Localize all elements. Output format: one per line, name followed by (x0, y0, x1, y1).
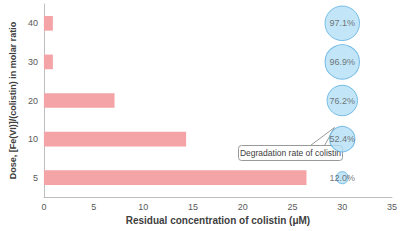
svg-text:10: 10 (138, 202, 148, 212)
svg-text:0: 0 (41, 202, 46, 212)
svg-text:30: 30 (28, 57, 38, 67)
svg-text:20: 20 (238, 202, 248, 212)
svg-text:Residual concentration of coli: Residual concentration of colistin (μM) (126, 215, 310, 226)
svg-text:12.0%: 12.0% (330, 173, 356, 183)
svg-text:20: 20 (28, 96, 38, 106)
svg-text:52.4%: 52.4% (330, 134, 356, 144)
svg-text:96.9%: 96.9% (330, 57, 356, 67)
svg-text:76.2%: 76.2% (330, 96, 356, 106)
svg-text:Degradation rate of colistin: Degradation rate of colistin (240, 148, 341, 158)
svg-text:25: 25 (288, 202, 298, 212)
svg-text:5: 5 (91, 202, 96, 212)
svg-text:5: 5 (33, 173, 38, 183)
svg-text:35: 35 (387, 202, 397, 212)
svg-text:97.1%: 97.1% (330, 18, 356, 28)
svg-text:10: 10 (28, 134, 38, 144)
svg-text:40: 40 (28, 18, 38, 28)
svg-text:30: 30 (337, 202, 347, 212)
svg-text:Dose, [Fe(VI)]/(colistin) in m: Dose, [Fe(VI)]/(colistin) in molar ratio (8, 21, 18, 179)
svg-text:15: 15 (188, 202, 198, 212)
